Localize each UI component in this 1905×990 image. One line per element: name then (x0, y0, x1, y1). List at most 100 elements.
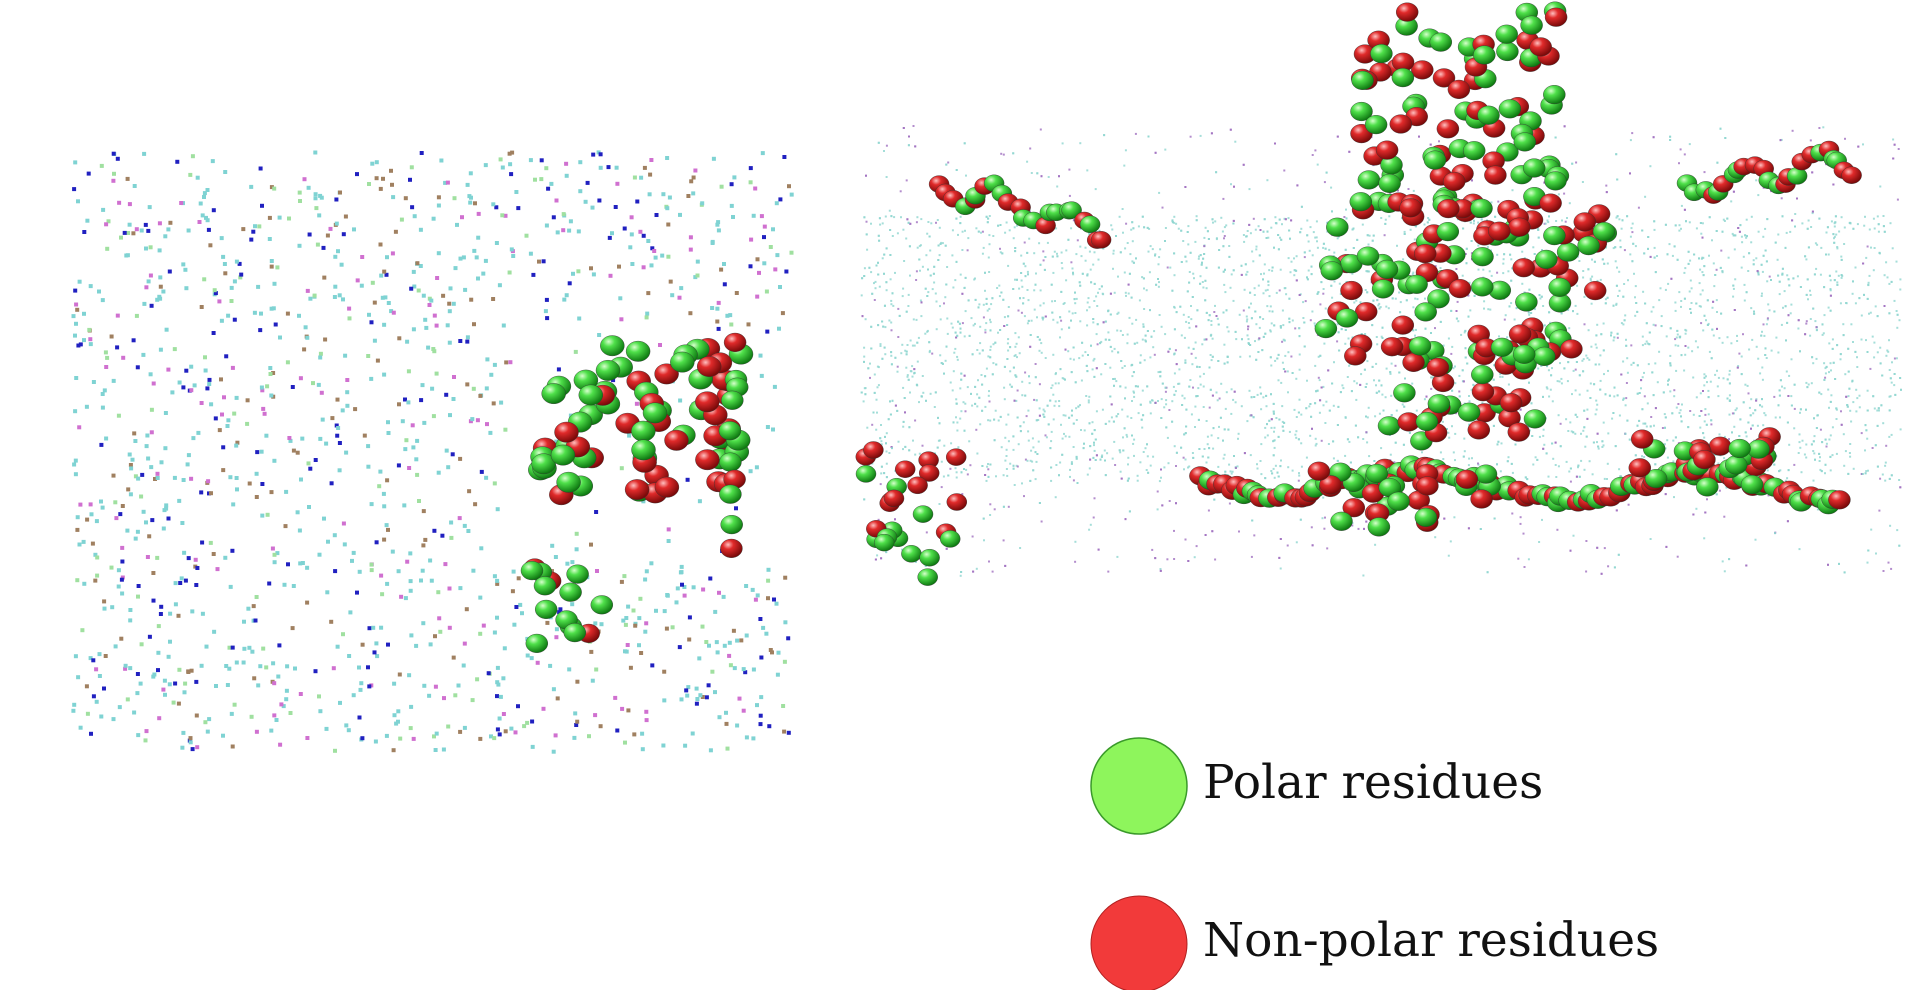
solvent-dot (398, 737, 402, 741)
membrane-dot (1696, 227, 1698, 229)
solvent-dot (495, 616, 499, 620)
solvent-dot (228, 475, 232, 479)
membrane-dot (984, 331, 986, 333)
solvent-dot (520, 611, 524, 615)
membrane-dot (1379, 413, 1381, 415)
membrane-dot (1604, 478, 1606, 480)
solvent-dot (229, 585, 233, 589)
membrane-dot (1674, 338, 1676, 340)
membrane-dot (1650, 538, 1652, 540)
membrane-dot (909, 392, 911, 394)
solvent-dot (729, 323, 733, 327)
solvent-dot (565, 174, 569, 178)
membrane-dot (1284, 355, 1286, 357)
membrane-dot (1222, 198, 1224, 200)
membrane-dot (1855, 410, 1857, 412)
membrane-dot (1275, 465, 1277, 467)
membrane-dot (1805, 258, 1807, 260)
membrane-dot (1021, 280, 1023, 282)
membrane-dot (1231, 473, 1233, 475)
solvent-dot (414, 644, 418, 648)
solvent-dot (665, 627, 669, 631)
membrane-dot (1226, 326, 1228, 328)
membrane-dot (985, 322, 987, 324)
membrane-dot (1412, 272, 1414, 274)
membrane-dot (1887, 276, 1889, 278)
solvent-dot (189, 740, 193, 744)
membrane-dot (987, 419, 989, 421)
solvent-dot (157, 716, 161, 720)
membrane-dot (914, 420, 916, 422)
solvent-dot (485, 386, 489, 390)
membrane-dot (1730, 342, 1732, 344)
membrane-dot (1184, 359, 1186, 361)
membrane-dot (992, 235, 994, 237)
membrane-dot (1752, 412, 1754, 414)
solvent-dot (246, 607, 250, 611)
membrane-dot (877, 386, 879, 388)
solvent-dot (432, 217, 436, 221)
membrane-dot (1702, 222, 1704, 224)
membrane-dot (1402, 258, 1404, 260)
solvent-dot (503, 646, 507, 650)
membrane-dot (1742, 333, 1744, 335)
solvent-dot (278, 336, 282, 340)
membrane-dot (1079, 142, 1081, 144)
membrane-dot (930, 393, 932, 395)
membrane-dot (1292, 470, 1294, 472)
solvent-dot (123, 231, 127, 235)
solvent-dot (74, 459, 78, 463)
membrane-dot (1282, 362, 1284, 364)
membrane-dot (939, 354, 941, 356)
solvent-dot (649, 158, 653, 162)
membrane-dot (1471, 457, 1473, 459)
membrane-dot (984, 406, 986, 408)
membrane-dot (1696, 396, 1698, 398)
membrane-dot (1861, 339, 1863, 341)
membrane-dot (931, 353, 933, 355)
membrane-dot (1316, 220, 1318, 222)
solvent-dot (206, 479, 210, 483)
membrane-dot (1815, 268, 1817, 270)
solvent-dot (752, 668, 756, 672)
membrane-dot (1713, 285, 1715, 287)
solvent-dot (260, 514, 264, 518)
membrane-dot (1591, 259, 1593, 261)
membrane-dot (1206, 287, 1208, 289)
membrane-dot (1299, 399, 1301, 401)
membrane-dot (1033, 252, 1035, 254)
solvent-dot (668, 196, 672, 200)
solvent-dot (267, 582, 271, 586)
membrane-dot (1035, 363, 1037, 365)
membrane-dot (876, 412, 878, 414)
membrane-dot (1571, 393, 1573, 395)
solvent-dot (275, 265, 279, 269)
solvent-dot (100, 164, 104, 168)
solvent-dot (642, 265, 646, 269)
membrane-dot (1885, 445, 1887, 447)
solvent-dot (135, 691, 139, 695)
membrane-dot (1201, 343, 1203, 345)
membrane-dot (1743, 256, 1745, 258)
membrane-dot (1318, 377, 1320, 379)
solvent-dot (348, 610, 352, 614)
membrane-dot (1161, 326, 1163, 328)
solvent-dot (749, 180, 753, 184)
solvent-dot (329, 227, 333, 231)
solvent-dot (422, 684, 426, 688)
membrane-dot (1328, 443, 1330, 445)
solvent-dot (184, 579, 188, 583)
solvent-dot (131, 458, 135, 462)
membrane-dot (1398, 292, 1400, 294)
membrane-dot (1130, 229, 1132, 231)
solvent-dot (184, 286, 188, 290)
membrane-dot (1308, 405, 1310, 407)
membrane-dot (1808, 384, 1810, 386)
membrane-dot (1861, 315, 1863, 317)
membrane-dot (1314, 365, 1316, 367)
membrane-dot (1508, 456, 1510, 458)
membrane-dot (1131, 375, 1133, 377)
solvent-dot (121, 356, 125, 360)
membrane-dot (1878, 510, 1880, 512)
membrane-dot (1879, 186, 1881, 188)
